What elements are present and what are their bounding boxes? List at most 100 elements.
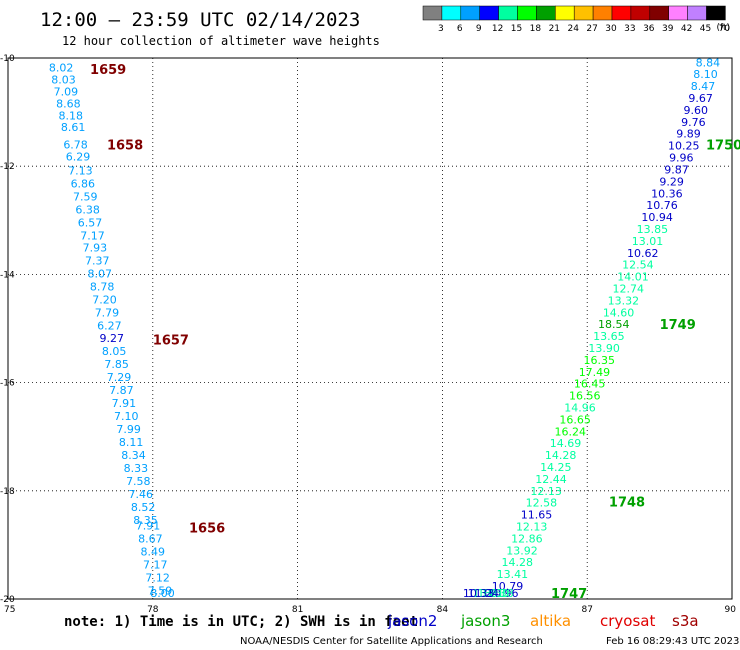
swh-value-label: 11.65 <box>521 509 553 522</box>
swh-value-label: 9.87 <box>664 163 689 176</box>
colorbar-swatch <box>441 5 462 21</box>
swh-value-label: 14.28 <box>545 449 577 462</box>
colorbar-swatch <box>649 5 669 21</box>
legend-jason3: jason3 <box>460 612 510 630</box>
swh-value-label: 8.03 <box>51 74 76 87</box>
swh-value-label: 14.28 <box>501 556 533 569</box>
swh-value-label: 12.74 <box>612 282 644 295</box>
swh-value-label: 8.47 <box>691 80 716 93</box>
y-tick-label: -20 <box>0 595 15 605</box>
swh-value-label: 17.49 <box>579 366 611 379</box>
colorbar-label: 12 <box>492 24 503 34</box>
colorbar-label: 18 <box>530 24 542 34</box>
chart-title: 12:00 – 23:59 UTC 02/14/2023 <box>40 9 360 31</box>
y-tick-label: -10 <box>0 54 15 64</box>
swh-value-label: 12.58 <box>526 497 558 510</box>
swh-value-label: 9.96 <box>669 152 694 165</box>
swh-value-label: 7.17 <box>80 229 105 242</box>
swh-value-label: 14.69 <box>550 437 582 450</box>
colorbar-swatch <box>668 5 688 21</box>
colorbar-label: 6 <box>457 24 463 34</box>
swh-value-label: 10.79 <box>492 580 524 593</box>
swh-value-label: 16.65 <box>559 413 591 426</box>
swh-value-label: 10.96 <box>487 587 519 600</box>
colorbar-label: 27 <box>586 24 597 34</box>
swh-value-label: 12.13 <box>516 521 548 534</box>
colorbar-swatch <box>479 5 499 21</box>
swh-value-label: 7.85 <box>104 358 129 371</box>
colorbar-label: 30 <box>605 24 617 34</box>
swh-value-label: 7.59 <box>73 190 98 203</box>
y-tick-label: -18 <box>0 487 15 497</box>
swh-value-label: 7.59 <box>148 584 173 597</box>
swh-value-label: 12.86 <box>511 532 543 545</box>
swh-value-label: 6.78 <box>63 139 88 152</box>
swh-value-label: 16.45 <box>574 378 606 391</box>
y-tick-label: -12 <box>0 162 15 172</box>
colorbar-swatch <box>422 5 443 21</box>
colorbar-swatch <box>536 5 556 21</box>
swh-value-label: 12.54 <box>622 259 654 272</box>
swh-value-label: 11.24 <box>468 587 500 600</box>
swh-value-label: 14.01 <box>617 271 649 284</box>
swh-value-label: 7.91 <box>112 397 137 410</box>
swh-value-label: 14.60 <box>603 306 635 319</box>
swh-value-label: 7.12 <box>145 571 170 584</box>
colorbar-swatch <box>573 5 594 21</box>
swh-value-label: 9.29 <box>659 175 684 188</box>
swh-value-label: 13.92 <box>506 544 538 557</box>
plot-border <box>7 57 733 600</box>
legend-jason2: jason2 <box>387 612 437 630</box>
x-tick-label: 90 <box>725 605 737 615</box>
colorbar-label: 45 <box>700 24 711 34</box>
swh-value-label: 10.36 <box>651 187 683 200</box>
swh-value-label: 10.62 <box>627 247 659 260</box>
swh-value-label: 6.86 <box>71 178 96 191</box>
pass-time-label: 1749 <box>660 318 696 333</box>
swh-value-label: 8.49 <box>141 545 166 558</box>
colorbar-label: 3 <box>438 24 444 34</box>
pass-time-label: 1750 <box>706 139 740 154</box>
swh-value-label: 8.52 <box>131 501 156 514</box>
swh-value-label: 16.35 <box>584 354 616 367</box>
colorbar-swatch <box>687 5 707 21</box>
pass-time-label: 1748 <box>609 496 645 511</box>
pass-time-label: 1656 <box>189 522 225 537</box>
satellite-legend: jason2 jason3 altika cryosat s3a <box>387 612 699 630</box>
swh-value-label: 9.76 <box>681 116 706 129</box>
y-tick-label: -16 <box>0 379 15 389</box>
swh-value-label: 13.65 <box>593 330 625 343</box>
colorbar-label: 9 <box>476 24 482 34</box>
x-tick-label: 75 <box>4 605 15 615</box>
footer-credit: NOAA/NESDIS Center for Satellite Applica… <box>240 636 543 647</box>
swh-value-label: 7.87 <box>109 384 134 397</box>
y-tick-label: -14 <box>0 270 15 280</box>
swh-value-label: 6.27 <box>97 319 122 332</box>
swh-value-label: 12.38 <box>482 587 514 600</box>
colorbar: 3 6 9 12 15 18 21 24 27 30 33 36 39 42 45 70 <box>422 5 730 34</box>
swh-value-label: 8.02 <box>49 62 74 75</box>
colorbar-label: 39 <box>662 24 674 34</box>
swh-value-label: 9.67 <box>688 92 713 105</box>
swh-value-label: 13.41 <box>497 568 529 581</box>
x-tick-label: 81 <box>292 605 303 615</box>
swh-value-label: 7.58 <box>126 475 151 488</box>
swh-value-label: 10.94 <box>641 211 673 224</box>
swh-value-label: 7.99 <box>116 423 141 436</box>
swh-value-label: 14.25 <box>540 461 572 474</box>
swh-value-label: 13.85 <box>637 223 669 236</box>
swh-value-label: 8.33 <box>124 462 149 475</box>
swh-value-label: 7.09 <box>54 86 79 99</box>
pass-time-label: 1657 <box>153 333 189 348</box>
swh-value-label: 10.76 <box>646 199 678 212</box>
swh-value-label: 7.37 <box>85 254 110 267</box>
swh-value-label: 13.50 <box>477 587 509 600</box>
colorbar-label: 15 <box>511 24 522 34</box>
chart-subtitle: 12 hour collection of altimeter wave hei… <box>62 34 380 48</box>
colorbar-swatch <box>611 5 632 21</box>
swh-value-label: 8.10 <box>693 68 718 81</box>
swh-value-label: 7.79 <box>95 306 120 319</box>
pass-time-label: 1659 <box>90 63 126 78</box>
swh-value-label: 7.93 <box>83 241 108 254</box>
